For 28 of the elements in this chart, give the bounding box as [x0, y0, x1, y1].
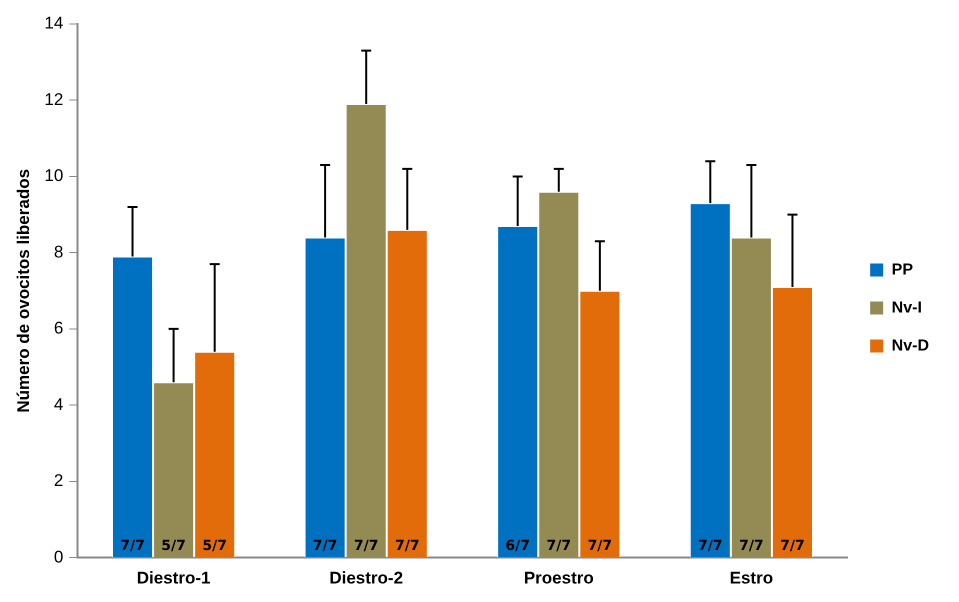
data-label: 7/7: [394, 538, 420, 554]
data-label: 7/7: [354, 538, 378, 554]
y-tick-label: 6: [54, 318, 64, 338]
y-tick-label: 14: [44, 14, 64, 33]
legend-label: Nv-D: [892, 337, 930, 354]
y-tick-label: 8: [54, 242, 64, 262]
data-label: 7/7: [698, 538, 723, 554]
legend-label: PP: [892, 261, 914, 278]
data-label: 7/7: [780, 538, 805, 554]
data-label: 6/7: [505, 538, 530, 554]
data-label: 7/7: [739, 538, 764, 554]
x-tick-label: Diestro-2: [329, 568, 404, 588]
data-label: 7/7: [312, 538, 338, 554]
data-label: 5/7: [161, 538, 186, 554]
data-label: 7/7: [546, 538, 572, 554]
y-tick-label: 4: [54, 394, 64, 414]
y-tick-label: 10: [44, 166, 64, 186]
x-tick-label: Proestro: [524, 568, 594, 588]
x-tick-label: Estro: [730, 568, 774, 588]
y-tick-label: 0: [54, 547, 64, 566]
data-label: 7/7: [588, 538, 612, 554]
data-label: 5/7: [202, 538, 227, 554]
legend-label: Nv-I: [892, 299, 922, 316]
y-tick-label: 2: [54, 471, 64, 490]
data-label: 7/7: [120, 538, 145, 554]
x-tick-label: Diestro-1: [136, 568, 210, 588]
y-tick-label: 12: [44, 90, 64, 109]
y-axis-title: Número de ovocitos liberados: [14, 168, 33, 413]
